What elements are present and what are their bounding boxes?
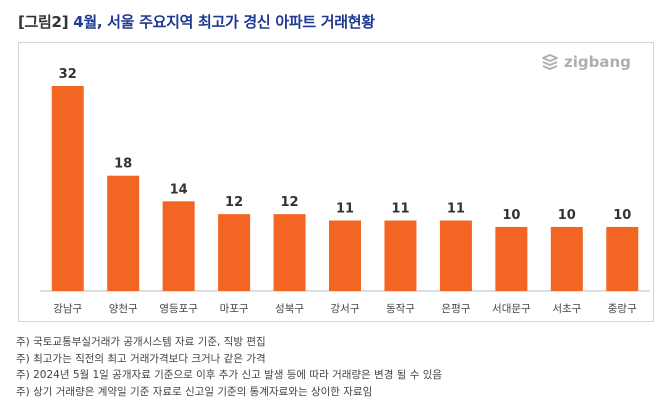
bar [606,226,639,291]
x-tick-label: 서초구 [552,303,581,315]
data-label: 18 [114,157,132,172]
bar [384,220,417,291]
figure-number: [그림2] [18,13,69,31]
x-tick-label: 중랑구 [608,303,637,315]
title-text: 4월, 서울 주요지역 최고가 경신 아파트 거래현황 [73,13,375,31]
bar [51,86,84,291]
chart-title: [그림2] 4월, 서울 주요지역 최고가 경신 아파트 거래현황 [18,11,375,32]
x-tick-label: 성북구 [275,303,304,315]
x-tick-label: 마포구 [220,303,249,315]
data-label: 12 [280,195,298,210]
x-tick-label: 양천구 [109,303,138,315]
bar [273,214,306,291]
x-tick-label: 은평구 [441,303,470,315]
bar [329,220,361,291]
zigbang-logo-icon [542,54,558,70]
footnote: 주) 상기 거래량은 계약일 기준 자료로 신고일 기준의 통계자료와는 상이한… [16,385,373,398]
data-label: 11 [447,202,465,217]
data-label: 11 [336,202,354,217]
bar [218,214,251,291]
logo-text: zigbang [564,53,631,71]
bar [162,201,195,291]
data-label: 11 [391,202,409,217]
x-tick-label: 서대문구 [492,303,531,315]
footnote: 주) 최고가는 직전의 최고 거래가격보다 크거나 같은 가격 [16,352,266,365]
data-label: 10 [558,208,576,223]
bar [107,175,140,291]
x-tick-label: 동작구 [386,303,415,315]
data-label: 10 [613,208,631,223]
bar [550,226,583,291]
bar [495,226,528,291]
x-tick-label: 영등포구 [159,303,198,315]
footnote: 주) 국토교통부실거래가 공개시스템 자료 기준, 직방 편집 [16,336,266,348]
x-tick-label: 강남구 [53,303,82,315]
bar [439,220,472,291]
x-tick-label: 강서구 [331,303,360,315]
data-label: 12 [225,195,243,210]
data-label: 32 [59,67,77,82]
footnote: 주) 2024년 5월 1일 공개자료 기준으로 이후 추가 신고 발생 등에 … [16,369,443,381]
zigbang-logo: zigbang [540,53,631,71]
data-label: 14 [170,182,188,197]
footnotes: 주) 국토교통부실거래가 공개시스템 자료 기준, 직방 편집 주) 최고가는 … [16,334,656,400]
data-label: 10 [502,208,520,223]
